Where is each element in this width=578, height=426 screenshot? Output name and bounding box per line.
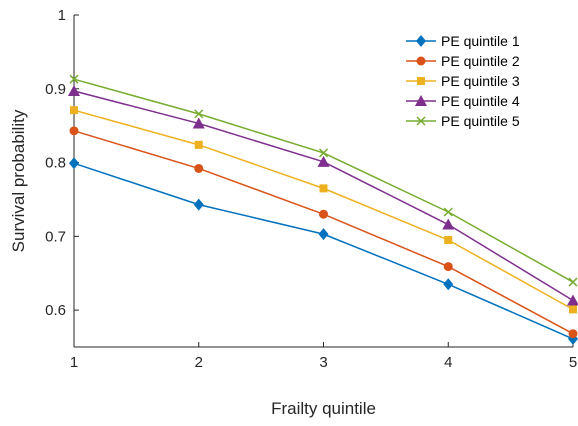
x-marker-stroke [69,74,79,84]
x-marker-stroke [443,207,453,217]
x-axis-title: Frailty quintile [271,399,376,418]
legend-item: PE quintile 4 [406,93,520,109]
y-tick-label: 0.7 [45,228,66,245]
triangle-marker [317,155,330,167]
series-5 [69,74,578,287]
y-tick-label: 1 [58,7,66,24]
y-tick-label: 0.6 [45,302,66,319]
y-tick-label: 0.9 [45,81,66,98]
x-marker-stroke [568,277,578,287]
legend-item: PE quintile 1 [406,33,520,49]
legend: PE quintile 1 PE quintile 2 PE quintile 3 P… [406,33,520,129]
x-marker [443,207,453,217]
x-tick-label: 1 [70,354,78,371]
x-marker-stroke [194,109,204,119]
series-3 [70,106,577,314]
triangle-marker [415,95,427,106]
square-marker [70,106,78,115]
legend-item: PE quintile 5 [406,113,520,129]
series-line [73,78,574,283]
x-tick-label: 3 [319,354,327,371]
legend-item: PE quintile 3 [406,73,520,89]
circle-marker [443,262,453,272]
triangle-marker [192,117,205,129]
x-tick-label: 2 [195,354,203,371]
y-tick-label: 0.8 [45,155,66,172]
x-marker [318,148,329,158]
y-axis-title: Survival probability [9,109,28,252]
diamond-marker [193,198,204,211]
circle-marker [568,329,578,339]
x-marker-stroke [416,116,426,126]
series-layer [68,74,578,345]
x-tick-label: 5 [569,354,577,371]
circle-marker [69,126,79,136]
series-4 [68,84,578,306]
diamond-marker [443,278,454,291]
legend-label: PE quintile 5 [441,113,520,129]
axes: 1 2 3 4 5 0.6 0.7 0.8 0.9 1 [45,7,577,371]
diamond-marker [69,157,79,170]
legend-label: PE quintile 3 [441,73,520,89]
square-marker [569,305,577,314]
legend-label: PE quintile 2 [441,53,520,69]
legend-label: PE quintile 1 [441,33,520,49]
triangle-marker [567,294,578,306]
circle-marker [416,56,426,66]
legend-item: PE quintile 2 [406,53,520,69]
x-marker-stroke [318,148,329,158]
x-marker [416,116,426,126]
circle-marker [319,209,328,219]
square-marker [194,140,203,149]
x-tick-label: 4 [444,354,452,371]
x-marker [568,277,578,287]
x-marker [194,109,204,119]
triangle-marker [68,84,80,96]
triangle-marker [442,218,455,230]
square-marker [417,77,425,85]
legend-label: PE quintile 4 [441,93,520,109]
square-marker [319,184,328,193]
square-marker [444,236,453,245]
circle-marker [194,163,204,173]
x-marker [69,74,79,84]
diamond-marker [318,228,329,241]
diamond-marker [416,35,426,47]
series-2 [69,126,578,339]
